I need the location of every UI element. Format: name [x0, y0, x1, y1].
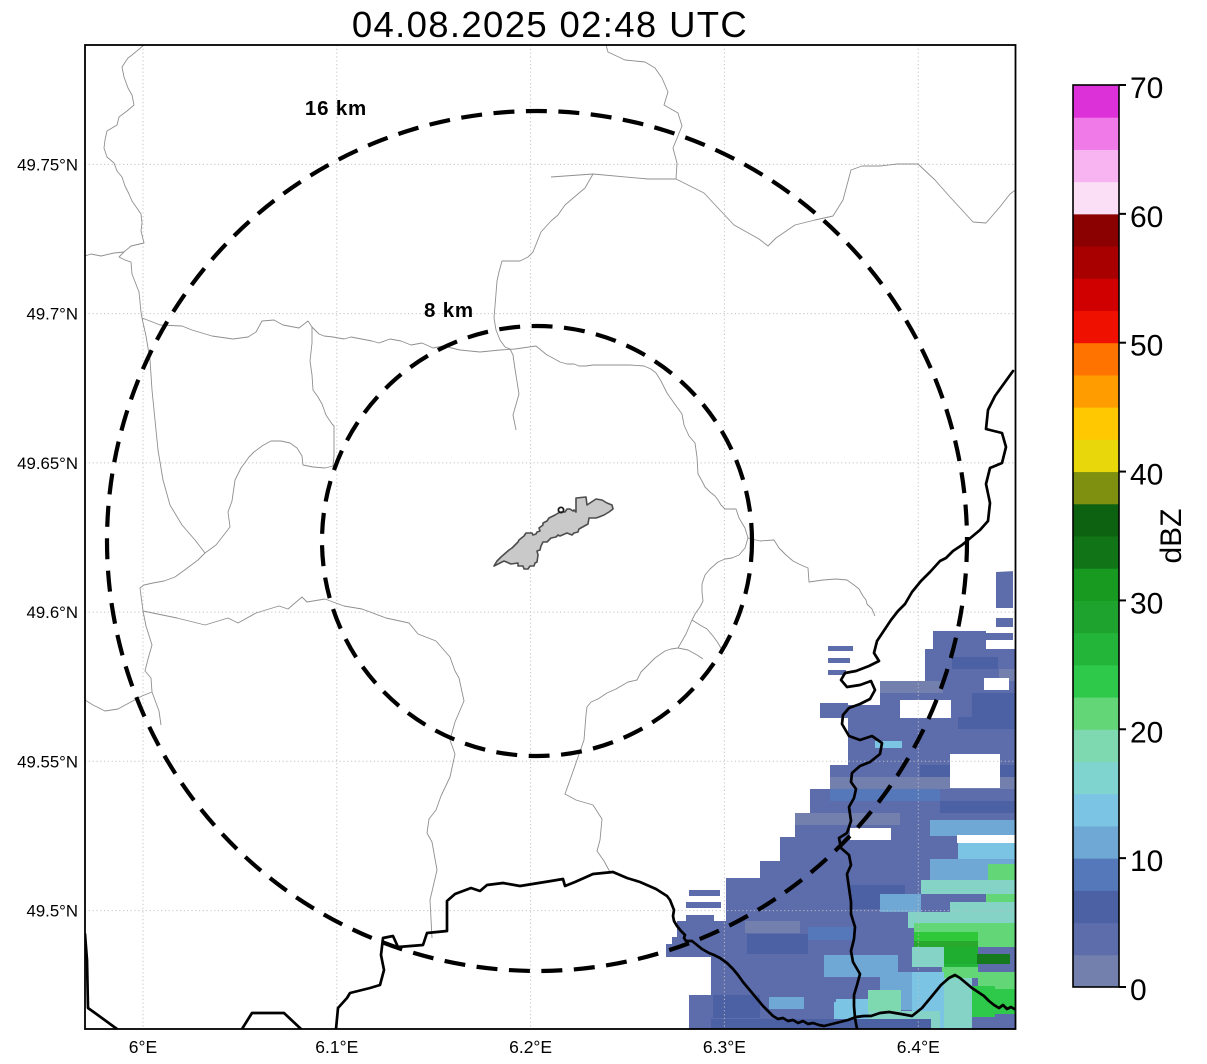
svg-text:8 km: 8 km — [424, 299, 474, 322]
svg-text:60: 60 — [1130, 201, 1163, 234]
svg-text:49.55°N: 49.55°N — [17, 752, 78, 771]
svg-text:6°E: 6°E — [129, 1037, 157, 1057]
svg-text:49.7°N: 49.7°N — [27, 305, 79, 324]
svg-text:6.1°E: 6.1°E — [315, 1037, 358, 1057]
svg-text:49.6°N: 49.6°N — [27, 603, 79, 622]
svg-text:49.75°N: 49.75°N — [17, 155, 78, 174]
svg-text:50: 50 — [1130, 330, 1163, 363]
svg-text:04.08.2025 02:48 UTC: 04.08.2025 02:48 UTC — [352, 4, 748, 45]
svg-text:6.3°E: 6.3°E — [703, 1037, 746, 1057]
svg-text:16 km: 16 km — [305, 97, 367, 120]
svg-text:20: 20 — [1130, 716, 1163, 749]
svg-text:40: 40 — [1130, 459, 1163, 492]
svg-text:70: 70 — [1130, 72, 1163, 105]
svg-text:6.4°E: 6.4°E — [897, 1037, 940, 1057]
svg-text:30: 30 — [1130, 587, 1163, 620]
svg-text:0: 0 — [1130, 974, 1147, 1007]
svg-text:49.5°N: 49.5°N — [27, 902, 79, 921]
svg-text:10: 10 — [1130, 845, 1163, 878]
svg-text:6.2°E: 6.2°E — [509, 1037, 552, 1057]
svg-text:dBZ: dBZ — [1155, 508, 1188, 563]
svg-text:49.65°N: 49.65°N — [17, 454, 78, 473]
